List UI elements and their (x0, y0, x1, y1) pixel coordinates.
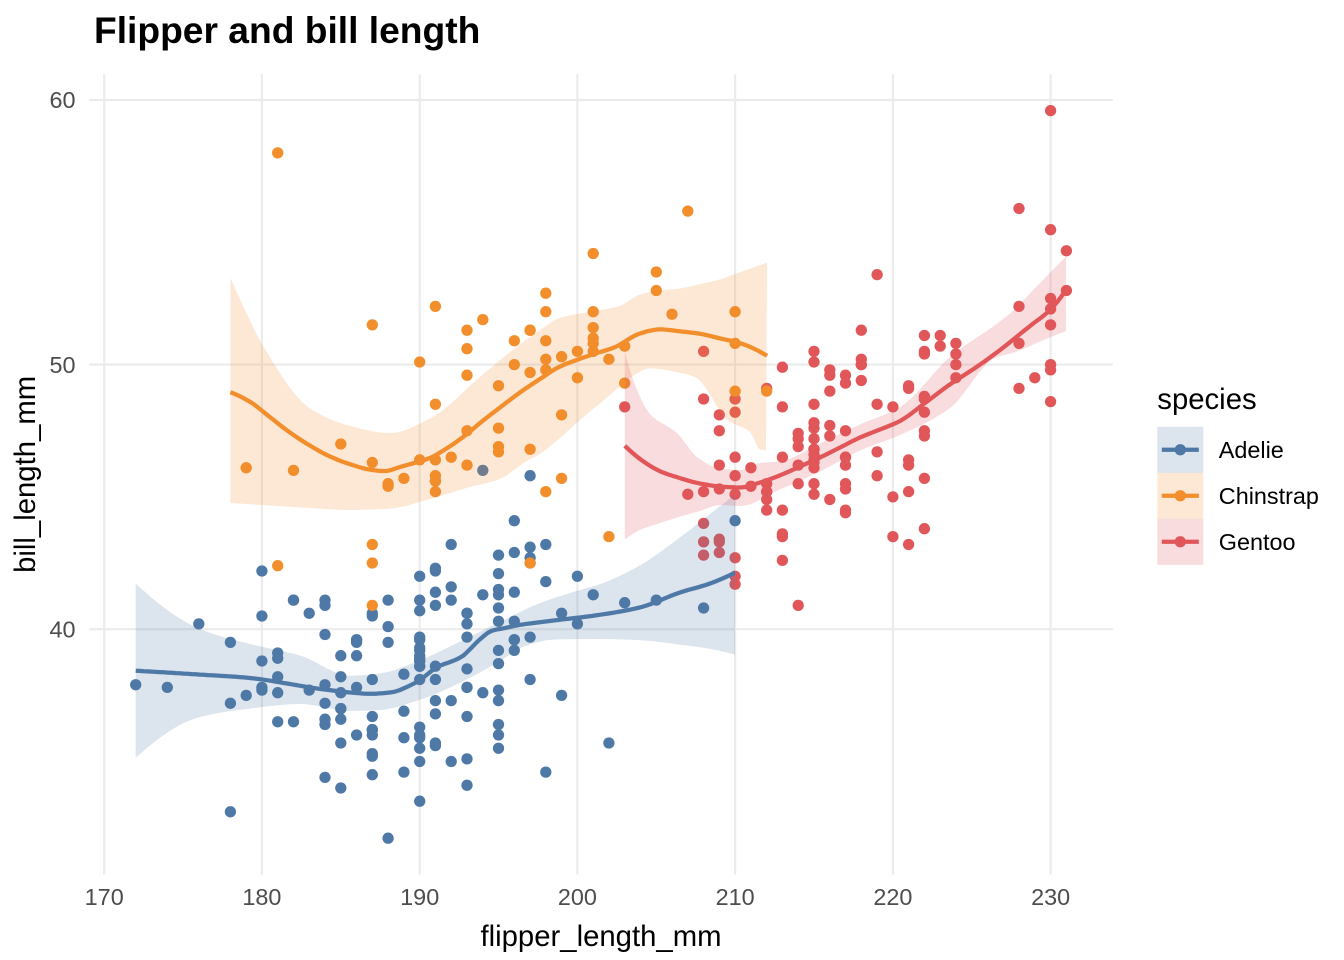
svg-text:species: species (1157, 383, 1256, 416)
svg-text:bill_length_mm: bill_length_mm (9, 376, 42, 573)
svg-text:170: 170 (85, 884, 124, 910)
svg-text:Adelie: Adelie (1219, 437, 1284, 463)
svg-text:210: 210 (716, 884, 755, 910)
svg-text:220: 220 (873, 884, 912, 910)
svg-text:50: 50 (49, 352, 75, 378)
svg-text:60: 60 (49, 87, 75, 113)
svg-text:flipper_length_mm: flipper_length_mm (480, 920, 721, 953)
svg-text:Flipper and bill length: Flipper and bill length (94, 9, 480, 51)
svg-text:Gentoo: Gentoo (1219, 529, 1296, 555)
svg-text:180: 180 (242, 884, 281, 910)
svg-text:40: 40 (49, 616, 75, 642)
svg-text:230: 230 (1031, 884, 1070, 910)
svg-text:190: 190 (400, 884, 439, 910)
svg-text:Chinstrap: Chinstrap (1219, 483, 1319, 509)
svg-text:200: 200 (558, 884, 597, 910)
